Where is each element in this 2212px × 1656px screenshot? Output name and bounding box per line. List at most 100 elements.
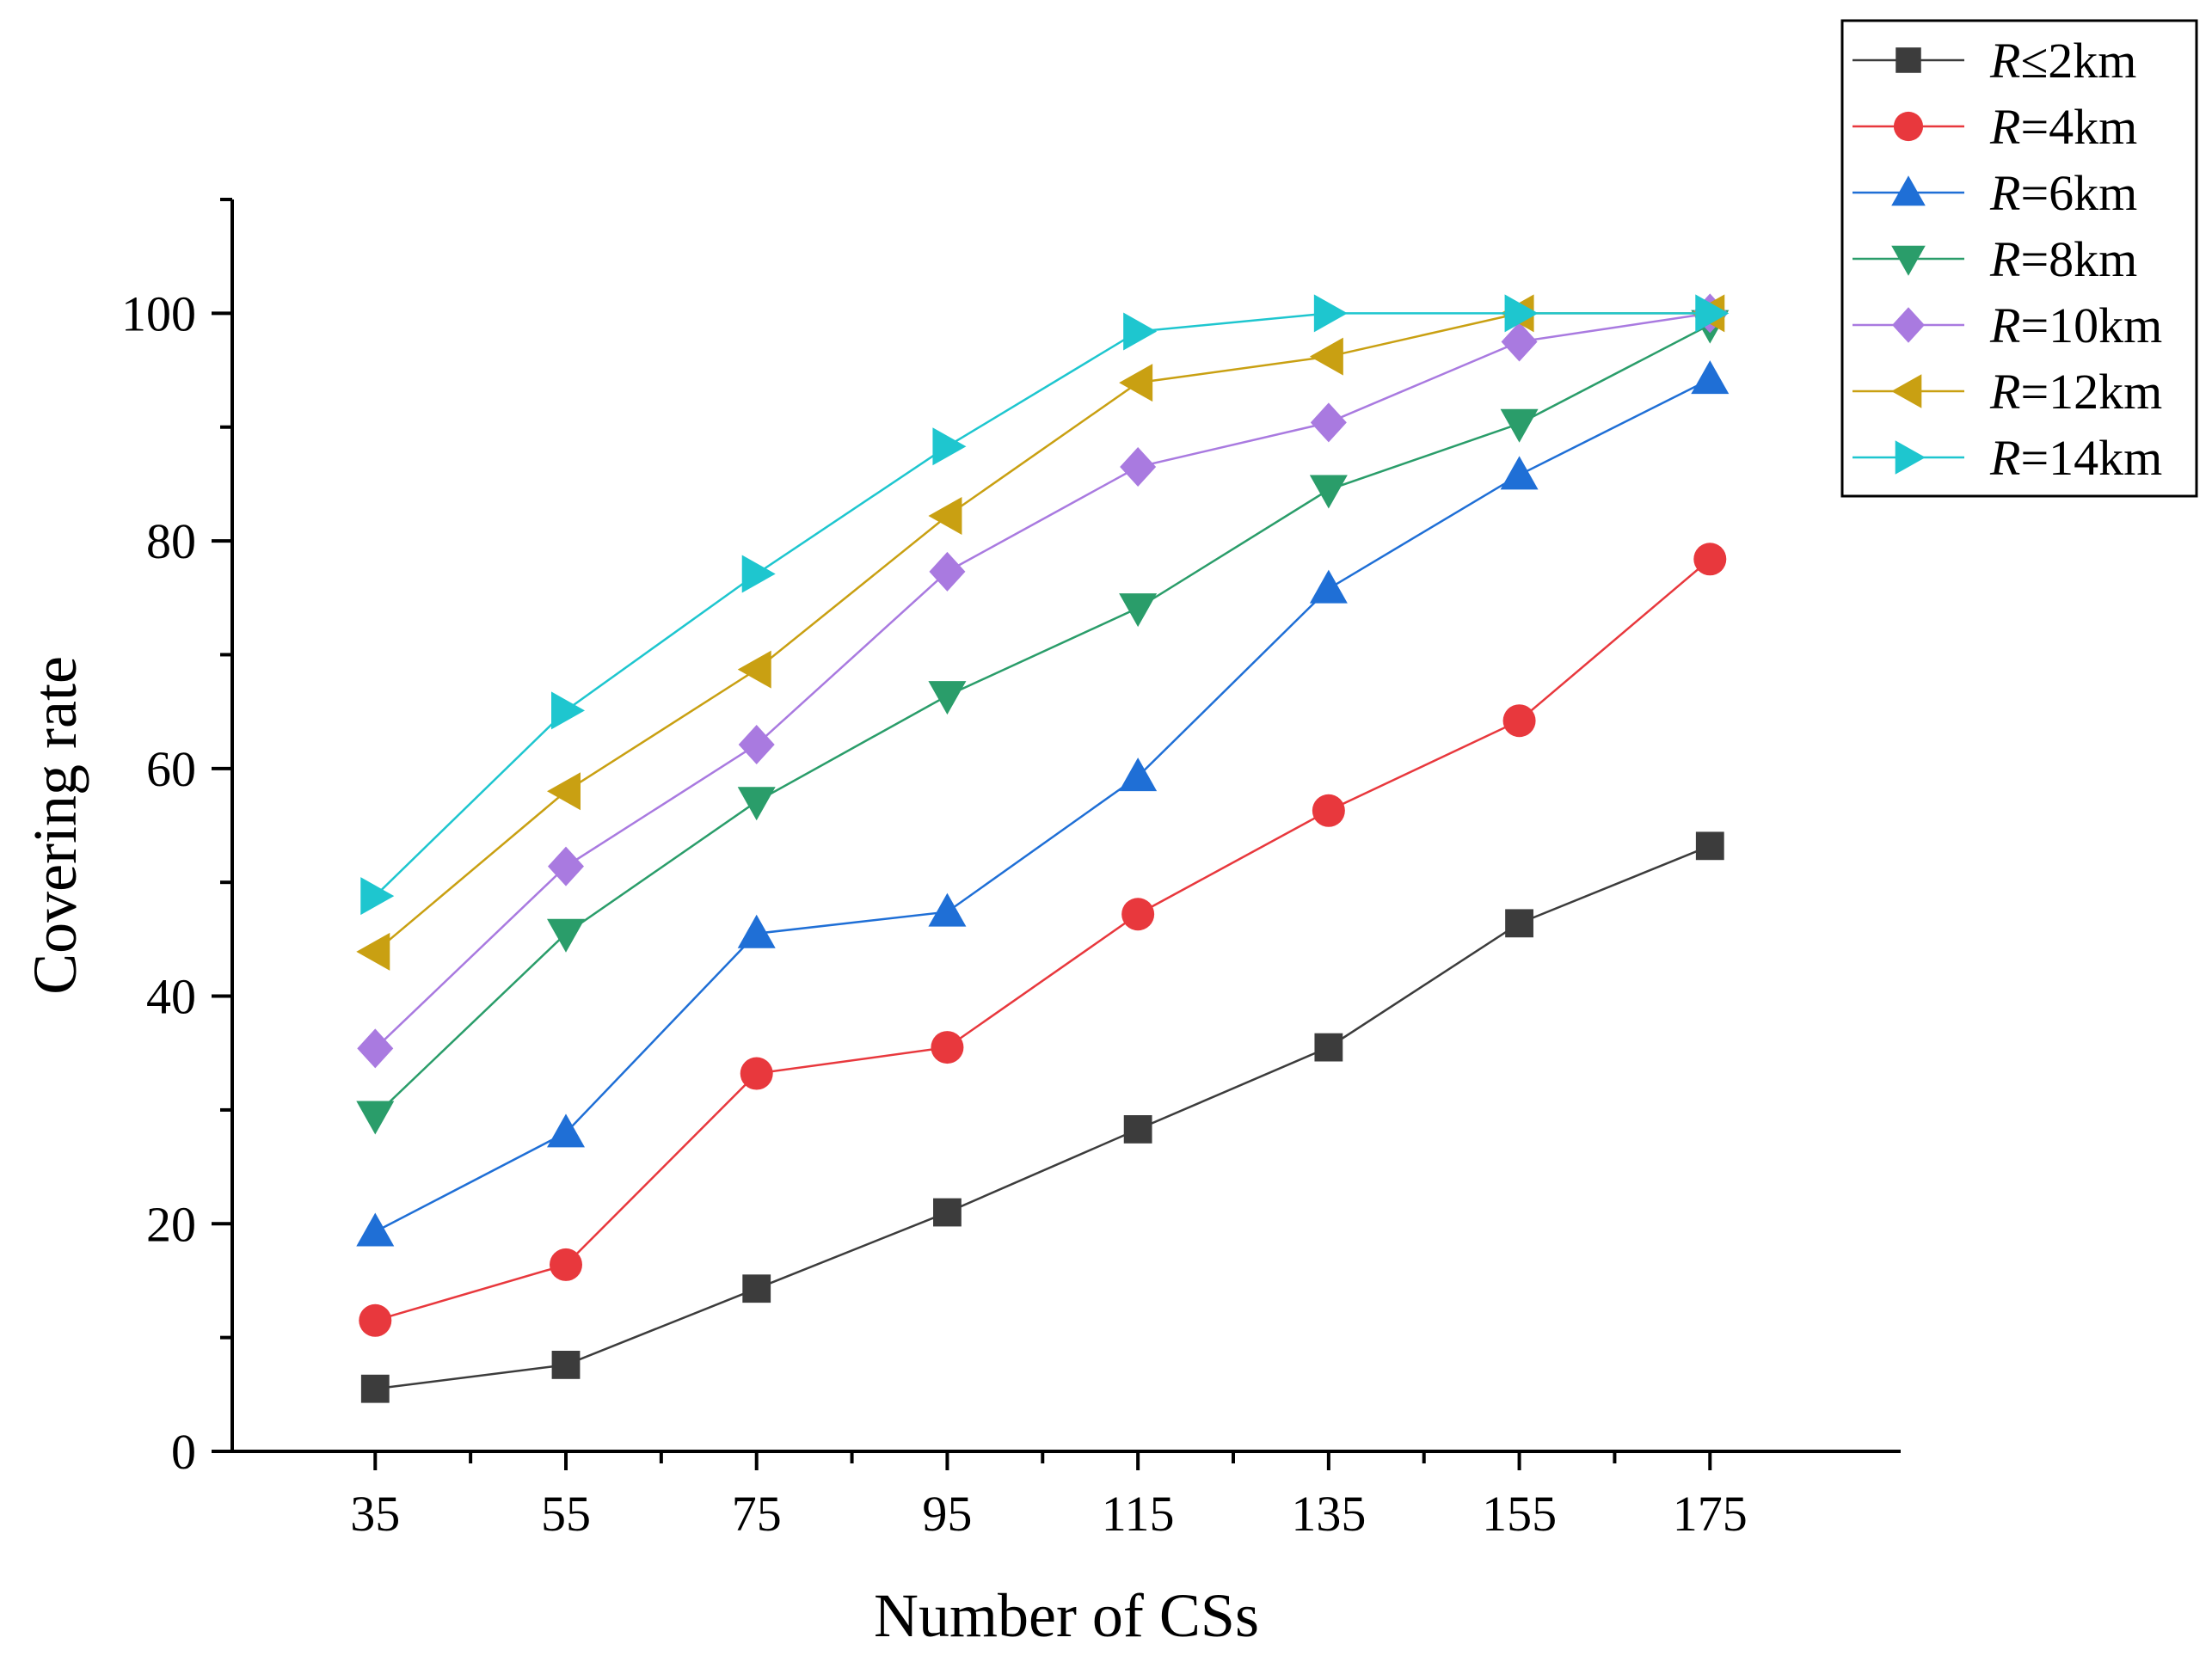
data-point <box>547 918 585 953</box>
legend-label: R=14km <box>1989 430 2162 486</box>
legend-marker <box>1891 175 1926 206</box>
legend-label-variable: R <box>1989 165 2020 221</box>
x-tick-label: 115 <box>1102 1486 1175 1542</box>
data-point <box>360 877 395 916</box>
data-point <box>737 914 776 948</box>
data-point <box>547 772 581 811</box>
legend-label-value: =12km <box>2020 364 2162 420</box>
series-line <box>374 378 1711 1233</box>
legend-label: R=10km <box>1989 297 2162 353</box>
legend-label-variable: R <box>1989 33 2020 89</box>
data-point <box>1693 543 1727 576</box>
data-point <box>1500 456 1539 490</box>
x-tick-label: 35 <box>350 1486 400 1542</box>
data-point <box>1695 831 1724 861</box>
data-point <box>551 691 585 730</box>
data-point <box>1310 402 1347 443</box>
data-point <box>1119 757 1158 792</box>
series-line <box>375 844 1711 1390</box>
data-point <box>551 1351 581 1379</box>
data-point <box>931 1031 964 1064</box>
legend-item: R=4km <box>1853 99 2137 155</box>
y-tick-label: 0 <box>171 1424 196 1480</box>
legend-label-value: =6km <box>2020 165 2137 221</box>
data-point <box>928 496 962 535</box>
data-point <box>1695 294 1730 333</box>
data-point <box>1309 475 1348 509</box>
data-point <box>1500 408 1539 443</box>
y-tick-label: 40 <box>146 969 196 1025</box>
legend-item: R=8km <box>1853 231 2137 287</box>
legend-label: R=12km <box>1989 364 2162 420</box>
data-point <box>356 932 390 971</box>
series-line <box>374 312 1711 953</box>
y-tick-label: 60 <box>146 741 196 797</box>
series-line <box>374 323 1711 1117</box>
legend-label-variable: R <box>1989 364 2020 420</box>
data-point <box>550 1248 582 1281</box>
data-point <box>1119 364 1153 402</box>
data-point <box>1502 704 1536 738</box>
data-point <box>1504 294 1539 333</box>
data-point <box>1123 1115 1152 1144</box>
data-point <box>1120 447 1157 488</box>
data-point <box>1121 898 1155 931</box>
legend-label: R≤2km <box>1989 33 2136 89</box>
series-1 <box>359 543 1727 1337</box>
legend-marker <box>1893 111 1924 142</box>
legend-label: R=6km <box>1989 165 2137 221</box>
legend-label-value: =8km <box>2020 231 2137 287</box>
data-point <box>1312 794 1345 827</box>
data-point <box>1313 294 1348 333</box>
axes: 0 20 40 60 80 100 35 55 75 95 115 135 155 175 <box>121 198 1901 1542</box>
legend-label-variable: R <box>1989 231 2020 287</box>
data-point <box>1691 360 1730 395</box>
data-point <box>360 1374 390 1403</box>
data-point <box>1119 593 1158 628</box>
y-tick-label: 20 <box>146 1196 196 1252</box>
legend-marker <box>1891 245 1926 276</box>
legend-label-value: =4km <box>2020 99 2137 155</box>
series-layer <box>356 293 1730 1403</box>
legend-marker <box>1892 307 1925 343</box>
data-point <box>547 1113 585 1148</box>
data-point <box>1501 322 1538 362</box>
legend-label-value: ≤2km <box>2020 33 2136 89</box>
legend-label: R=8km <box>1989 231 2137 287</box>
series-line <box>374 312 1711 897</box>
x-axis-title: Number of CSs <box>874 1581 1259 1650</box>
series-0 <box>360 831 1724 1403</box>
data-point <box>740 1057 773 1090</box>
legend-label-value: =14km <box>2020 430 2162 486</box>
data-point <box>737 787 776 821</box>
legend-item: R≤2km <box>1853 33 2136 89</box>
series-6 <box>360 294 1730 916</box>
legend-label-variable: R <box>1989 430 2020 486</box>
data-point <box>737 650 771 689</box>
x-tick-label: 95 <box>922 1486 972 1542</box>
data-point <box>1309 569 1348 604</box>
data-point <box>356 1101 395 1135</box>
data-point <box>738 725 775 765</box>
legend-label-variable: R <box>1989 99 2020 155</box>
data-point <box>548 846 584 886</box>
y-axis-title: Covering rate <box>21 656 89 995</box>
series-2 <box>356 360 1730 1247</box>
legend-marker <box>1895 440 1926 475</box>
legend-item: R=12km <box>1853 364 2162 420</box>
data-point <box>1309 337 1343 376</box>
data-point <box>932 427 967 466</box>
x-tick-label: 155 <box>1482 1486 1557 1542</box>
data-point <box>929 551 966 592</box>
legend-label: R=4km <box>1989 99 2137 155</box>
data-point <box>1123 312 1158 351</box>
series-line <box>374 558 1711 1322</box>
data-point <box>933 1198 962 1227</box>
data-point <box>1505 909 1533 938</box>
x-tick-label: 75 <box>732 1486 782 1542</box>
data-point <box>357 1028 394 1069</box>
legend-marker <box>1891 374 1922 408</box>
